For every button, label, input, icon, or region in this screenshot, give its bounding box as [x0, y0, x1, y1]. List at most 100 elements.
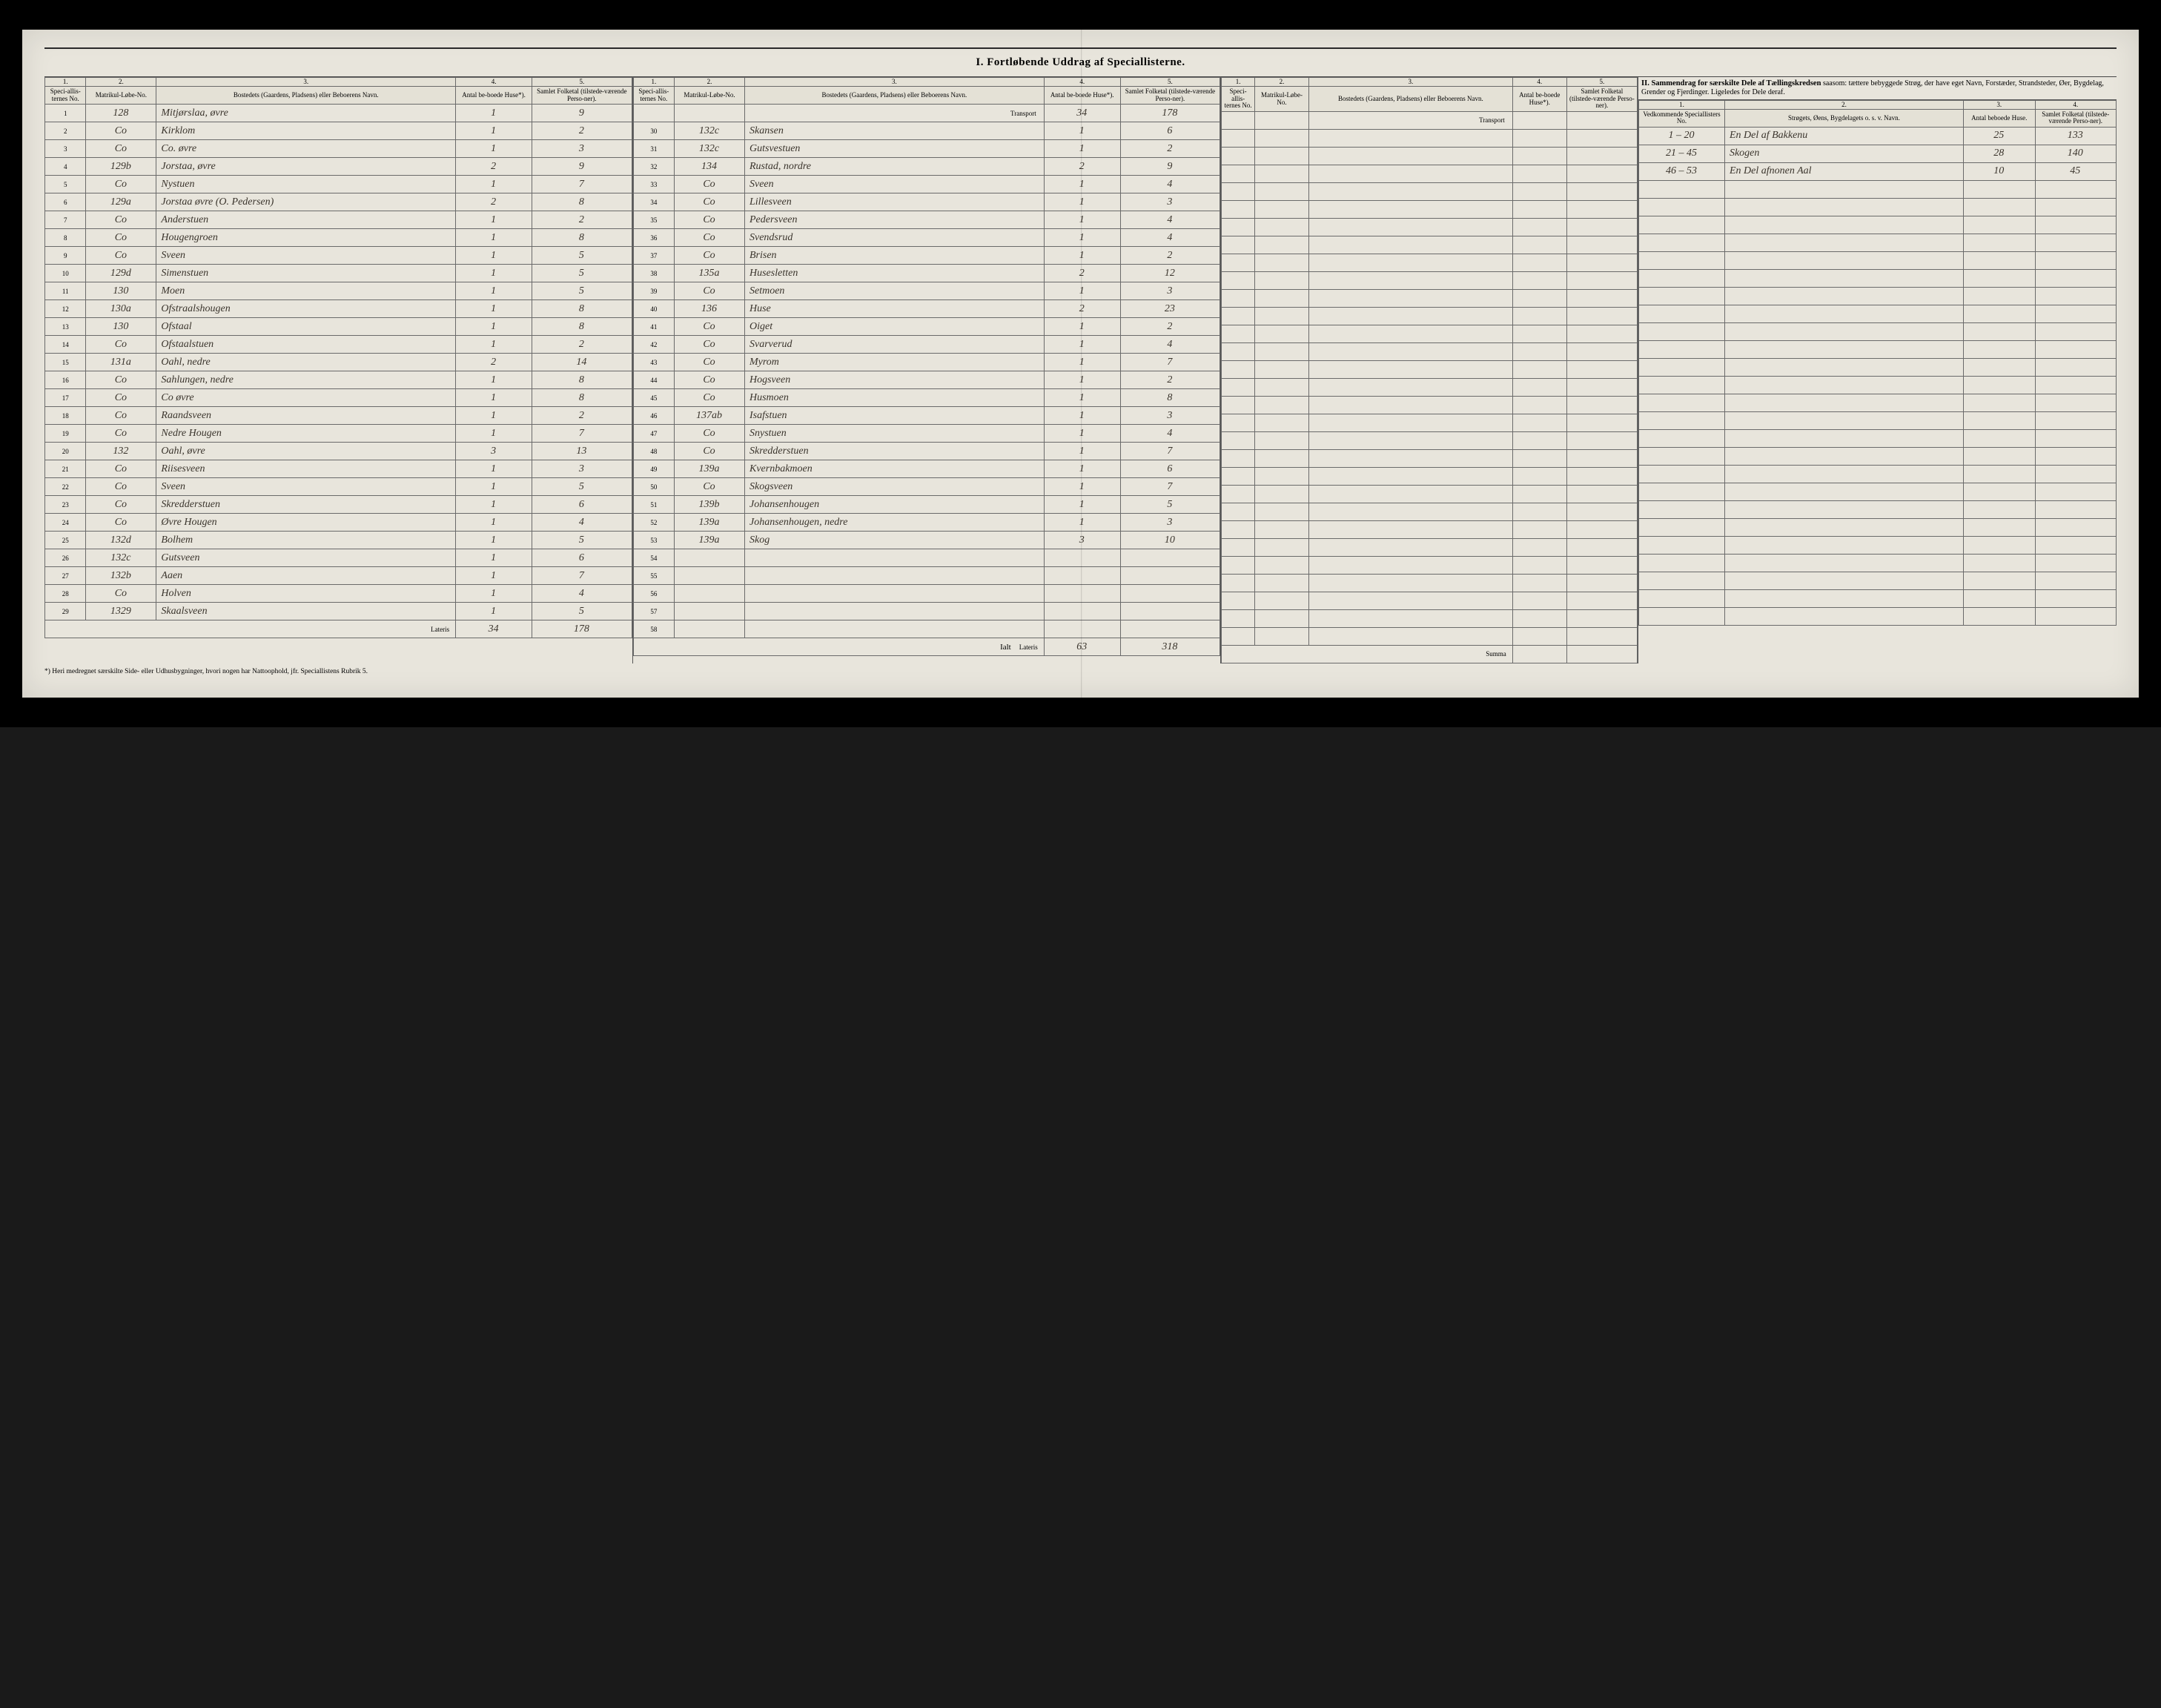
- hdr-matr: Matrikul-Løbe-No.: [86, 87, 156, 105]
- cell-huse: 1: [456, 336, 532, 354]
- cell-huse: 1: [456, 585, 532, 603]
- cell-specno: 57: [633, 603, 674, 620]
- cell-specno: 38: [633, 265, 674, 282]
- cell-folketal: 10: [1120, 532, 1220, 549]
- cell-bosted: Aaen: [156, 567, 456, 585]
- cell-matr: Co: [86, 229, 156, 247]
- cell-specno: 14: [45, 336, 86, 354]
- cell-bosted: Myrom: [745, 354, 1045, 371]
- table-row: 47 Co Snystuen 1 4: [633, 425, 1220, 443]
- cell-huse: 1: [1044, 229, 1120, 247]
- cell-folketal: 4: [1120, 336, 1220, 354]
- cell-huse: 1: [456, 567, 532, 585]
- transport-label: Transport: [1308, 111, 1512, 129]
- table-row: 33 Co Sveen 1 4: [633, 176, 1220, 193]
- cell-bosted: Skogsveen: [745, 478, 1045, 496]
- table-row: 8 Co Hougengroen 1 8: [45, 229, 632, 247]
- cell-huse: 3: [1044, 532, 1120, 549]
- cell-bosted: [745, 549, 1045, 567]
- cell-huse: 1: [456, 389, 532, 407]
- table-row: 40 136 Huse 2 23: [633, 300, 1220, 318]
- col-num: 4.: [1512, 78, 1566, 87]
- col-num: 2.: [1724, 100, 1963, 109]
- cell-folketal: 7: [532, 176, 632, 193]
- cell-bosted: Svarverud: [745, 336, 1045, 354]
- table-row: 11 130 Moen 1 5: [45, 282, 632, 300]
- cell-folketal: 6: [532, 549, 632, 567]
- cell-matr: 132c: [86, 549, 156, 567]
- cell-huse: 1: [456, 122, 532, 140]
- right-page: 1. 2. 3. 4. 5. Speci-allis-ternes No. Ma…: [1220, 76, 2117, 663]
- mid-lateris-h: 63: [1044, 638, 1120, 656]
- table-row: 7 Co Anderstuen 1 2: [45, 211, 632, 229]
- table-row: 34 Co Lillesveen 1 3: [633, 193, 1220, 211]
- table-row: 3 Co Co. øvre 1 3: [45, 140, 632, 158]
- table-row: 19 Co Nedre Hougen 1 7: [45, 425, 632, 443]
- table-row: 31 132c Gutsvestuen 1 2: [633, 140, 1220, 158]
- cell-folketal: 7: [532, 567, 632, 585]
- cell-huse: 1: [1044, 122, 1120, 140]
- cell-matr: [675, 549, 745, 567]
- table-row: [1222, 467, 1638, 485]
- cell-specno: 8: [45, 229, 86, 247]
- col-num: 5.: [1566, 78, 1637, 87]
- table-row: 17 Co Co øvre 1 8: [45, 389, 632, 407]
- cell-vedk: 21 – 45: [1639, 145, 1725, 162]
- cell-folketal: 8: [532, 389, 632, 407]
- cell-specno: 10: [45, 265, 86, 282]
- cell-bosted: [745, 567, 1045, 585]
- cell-huse: 1: [1044, 193, 1120, 211]
- table-row: 4 129b Jorstaa, øvre 2 9: [45, 158, 632, 176]
- cell-folketal: [1120, 603, 1220, 620]
- cell-specno: 51: [633, 496, 674, 514]
- hdr-folketal: Samlet Folketal (tilstede-værende Perso-…: [1120, 87, 1220, 105]
- cell-specno: 27: [45, 567, 86, 585]
- cell-matr: Co: [86, 389, 156, 407]
- cell-matr: Co: [675, 229, 745, 247]
- col-num: 4.: [456, 78, 532, 87]
- cell-matr: Co: [86, 425, 156, 443]
- table-row: 55: [633, 567, 1220, 585]
- cell-bosted: Jorstaa øvre (O. Pedersen): [156, 193, 456, 211]
- cell-specno: 4: [45, 158, 86, 176]
- table-row: [1222, 271, 1638, 289]
- cell-specno: 9: [45, 247, 86, 265]
- table-row: 50 Co Skogsveen 1 7: [633, 478, 1220, 496]
- cell-specno: 26: [45, 549, 86, 567]
- hdr-specno: Speci-allis-ternes No.: [633, 87, 674, 105]
- cell-folketal: 14: [532, 354, 632, 371]
- cell-bosted: Bolhem: [156, 532, 456, 549]
- cell-specno: 29: [45, 603, 86, 620]
- table-row: 35 Co Pedersveen 1 4: [633, 211, 1220, 229]
- table-row: 1 – 20 En Del af Bakkenu 25 133: [1639, 127, 2117, 145]
- cell-huse: [1044, 620, 1120, 638]
- cell-huse: 1: [1044, 478, 1120, 496]
- cell-specno: 28: [45, 585, 86, 603]
- col-num: 1.: [1639, 100, 1725, 109]
- cell-specno: 11: [45, 282, 86, 300]
- cell-specno: 53: [633, 532, 674, 549]
- table-row: 37 Co Brisen 1 2: [633, 247, 1220, 265]
- cell-matr: 130: [86, 318, 156, 336]
- cell-huse: 1: [456, 603, 532, 620]
- cell-huse: 1: [1044, 318, 1120, 336]
- cell-huse: 1: [456, 265, 532, 282]
- summa-label: Summa: [1222, 645, 1513, 663]
- col-num: 3.: [1963, 100, 2035, 109]
- cell-huse: 1: [456, 282, 532, 300]
- cell-specno: 22: [45, 478, 86, 496]
- cell-specno: 6: [45, 193, 86, 211]
- table-row: 46 137ab Isafstuen 1 3: [633, 407, 1220, 425]
- cell-specno: 44: [633, 371, 674, 389]
- cell-bosted: Oiget: [745, 318, 1045, 336]
- cell-matr: Co: [675, 282, 745, 300]
- cell-folketal: 4: [1120, 211, 1220, 229]
- cell-matr: [675, 585, 745, 603]
- table-row: [1222, 520, 1638, 538]
- cell-matr: 130a: [86, 300, 156, 318]
- cell-matr: Co: [86, 176, 156, 193]
- cell-matr: Co: [675, 318, 745, 336]
- cell-huse: 2: [456, 158, 532, 176]
- cell-folketal: 4: [1120, 176, 1220, 193]
- table-row: [1222, 609, 1638, 627]
